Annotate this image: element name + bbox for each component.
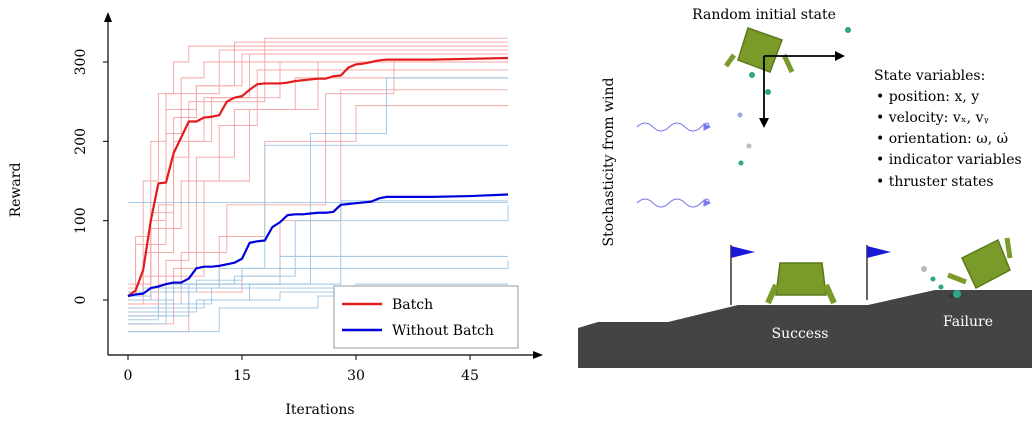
without-batch-run-line-1 <box>128 144 508 325</box>
legend-box <box>333 285 519 349</box>
mean-series <box>127 56 509 298</box>
terrain <box>578 290 1032 368</box>
x-tick-label: 0 <box>124 368 133 384</box>
state-item-velocity: • velocity: vₓ, vᵧ <box>876 110 989 126</box>
state-variables-list: State variables: • position: x, y • velo… <box>874 68 1022 190</box>
landing-flag-right <box>866 245 891 300</box>
success-label: Success <box>772 326 829 342</box>
without-batch-run-line-7 <box>128 283 508 313</box>
batch-run-line-9 <box>128 61 508 297</box>
landing-flag-left <box>730 245 755 305</box>
state-item-position: • position: x, y <box>876 89 979 105</box>
legend-label-without-batch: Without Batch <box>392 323 494 339</box>
x-tick-label: 45 <box>461 368 479 384</box>
without-batch-run-line-5 <box>128 287 508 321</box>
failure-label: Failure <box>943 314 993 330</box>
falling-lander <box>723 27 851 166</box>
reward-chart: 0 15 30 45 0 100 200 300 Iterations Reward Batc… <box>8 12 543 418</box>
axes <box>104 12 543 359</box>
state-item-orientation: • orientation: ω, ω̇ <box>876 131 1008 147</box>
stochasticity-label: Stochasticity from wind <box>601 78 617 247</box>
coordinate-arrows <box>759 51 845 128</box>
random-initial-state-label: Random initial state <box>692 7 836 23</box>
y-axis-arrow <box>104 12 112 22</box>
batch-run-line-3 <box>128 53 508 309</box>
batch-run-line-12 <box>128 53 508 285</box>
without-batch-runs <box>128 77 509 333</box>
ticks: 0 15 30 45 0 100 200 300 <box>73 49 479 384</box>
batch-run-line-7 <box>128 41 508 289</box>
wind-icon <box>636 122 712 208</box>
without-batch-run-line-6 <box>128 200 508 293</box>
batch-series-line <box>127 56 509 297</box>
crashed-lander <box>921 237 1013 298</box>
x-tick-label: 15 <box>233 368 251 384</box>
y-axis-title: Reward <box>8 163 24 218</box>
state-item-indicator: • indicator variables <box>876 152 1022 168</box>
y-tick-label: 200 <box>73 128 89 155</box>
y-tick-label: 0 <box>73 296 89 305</box>
without-batch-run-line-4 <box>128 260 509 297</box>
landed-lander <box>765 262 837 305</box>
legend-label-batch: Batch <box>392 297 433 313</box>
legend: Batch Without Batch <box>333 285 519 349</box>
y-tick-label: 100 <box>73 207 89 234</box>
state-variables-title: State variables: <box>874 68 985 84</box>
batch-run-line-10 <box>128 105 508 313</box>
lunar-lander-scene: Random initial state Stochasticity from … <box>578 7 1032 368</box>
state-item-thrusters: • thruster states <box>876 174 994 190</box>
x-axis-arrow <box>533 351 543 359</box>
y-tick-label: 300 <box>73 49 89 76</box>
without-batch-run-line-0 <box>128 77 508 309</box>
without-batch-series-line <box>127 193 509 298</box>
x-axis-title: Iterations <box>285 402 354 418</box>
x-tick-label: 30 <box>347 368 365 384</box>
without-batch-run-line-2 <box>128 204 509 317</box>
